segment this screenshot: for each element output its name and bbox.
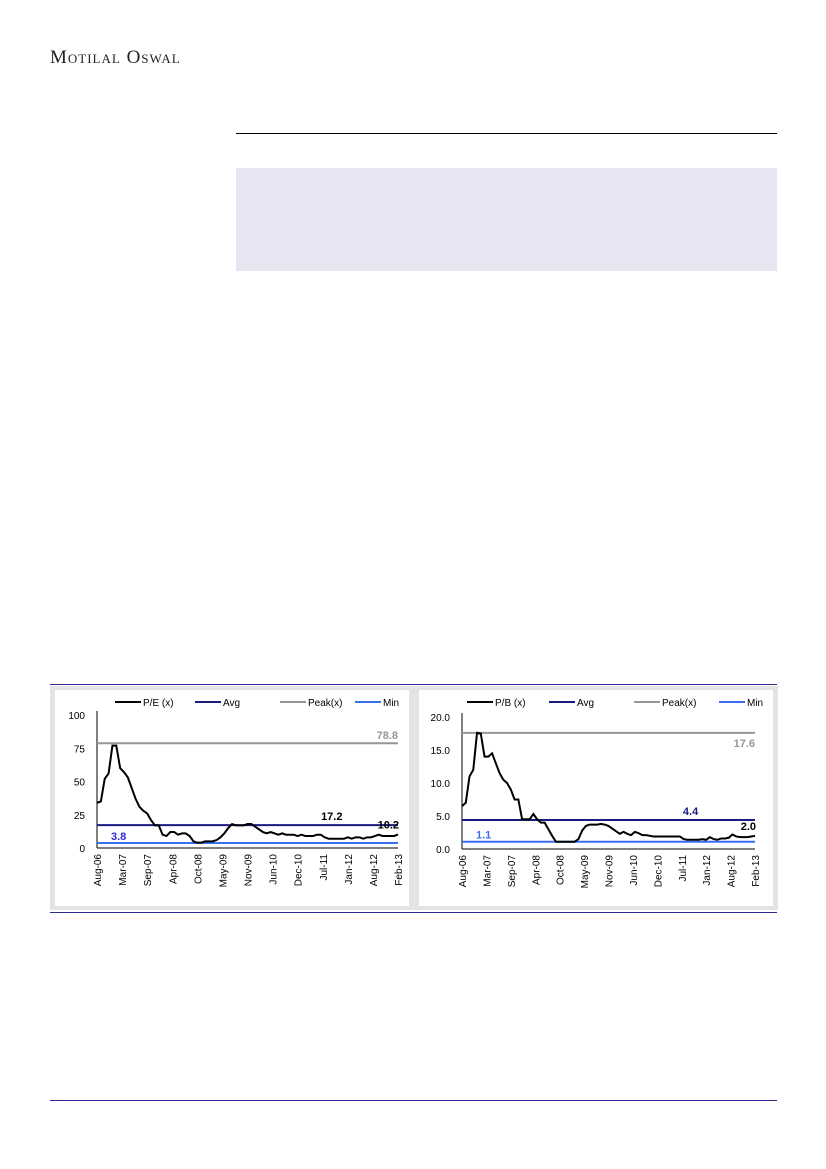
x-tick-label: Apr-08 — [531, 855, 542, 885]
y-tick-label: 75 — [74, 744, 86, 755]
footer-rule — [50, 1100, 777, 1101]
x-tick-label: Jul-11 — [319, 854, 330, 881]
x-tick-label: Jan-12 — [344, 854, 355, 885]
x-tick-label: Sep-07 — [143, 854, 154, 887]
x-tick-label: Jun-10 — [629, 855, 640, 886]
y-tick-label: 10.0 — [431, 779, 451, 790]
x-tick-label: Nov-09 — [605, 855, 616, 888]
series-line — [96, 744, 399, 844]
x-tick-label: May-09 — [218, 854, 229, 888]
y-tick-label: 0.0 — [436, 845, 450, 856]
x-tick-label: Feb-13 — [751, 855, 762, 887]
min-label: 1.1 — [476, 830, 491, 842]
x-tick-label: Aug-06 — [93, 854, 104, 887]
min-label: 3.8 — [111, 831, 126, 843]
x-tick-label: Nov-09 — [244, 854, 255, 887]
legend-label: Peak(x) — [308, 698, 342, 709]
pe-chart: P/E (x) Avg Peak(x) Min 0 25 50 75 100 Aug-06 Mar-… — [55, 690, 409, 906]
x-tick-label: Dec-10 — [294, 854, 305, 887]
legend-label: P/E (x) — [143, 698, 174, 709]
section-divider — [236, 133, 777, 134]
chart-top-rule — [50, 684, 777, 685]
y-tick-label: 15.0 — [431, 746, 451, 757]
legend-label: Peak(x) — [662, 698, 696, 709]
x-tick-label: May-09 — [580, 855, 591, 889]
chart-bottom-rule — [50, 912, 777, 913]
legend-label: Avg — [223, 698, 240, 709]
legend-label: P/B (x) — [495, 698, 526, 709]
peak-label: 17.6 — [734, 738, 755, 750]
pe-chart-panel: P/E (x) Avg Peak(x) Min 0 25 50 75 100 Aug-06 Mar-… — [50, 686, 414, 910]
x-tick-label: Oct-08 — [556, 855, 567, 885]
series-line — [461, 731, 756, 843]
legend-label: Avg — [577, 698, 594, 709]
x-tick-label: Jan-12 — [702, 855, 713, 886]
x-tick-label: Feb-13 — [394, 854, 405, 886]
x-tick-label: Mar-07 — [482, 855, 493, 887]
y-tick-label: 0 — [79, 844, 85, 855]
y-tick-label: 20.0 — [431, 713, 451, 724]
peak-label: 78.8 — [377, 730, 398, 742]
avg-label: 17.2 — [321, 811, 342, 823]
legend-label: Min — [747, 698, 763, 709]
x-tick-label: Aug-06 — [458, 855, 469, 888]
x-tick-label: Jun-10 — [269, 854, 280, 885]
pb-chart: P/B (x) Avg Peak(x) Min 0.0 5.0 10.0 15.0 20.0 Au… — [419, 690, 773, 906]
x-tick-label: Dec-10 — [653, 855, 664, 888]
y-tick-label: 25 — [74, 811, 86, 822]
legend-label: Min — [383, 698, 399, 709]
pb-chart-panel: P/B (x) Avg Peak(x) Min 0.0 5.0 10.0 15.0 20.0 Au… — [414, 686, 778, 910]
x-tick-label: Oct-08 — [193, 854, 204, 884]
x-tick-label: Apr-08 — [168, 854, 179, 884]
last-value-label: 10.2 — [378, 819, 399, 831]
x-tick-label: Sep-07 — [507, 855, 518, 888]
y-tick-label: 100 — [68, 711, 85, 722]
avg-label: 4.4 — [683, 806, 699, 818]
x-tick-label: Aug-12 — [727, 855, 738, 888]
x-tick-label: Mar-07 — [118, 854, 129, 886]
x-tick-label: Aug-12 — [369, 854, 380, 887]
highlight-box — [236, 168, 777, 271]
company-logo: Motilal Oswal — [50, 47, 181, 68]
y-tick-label: 5.0 — [436, 812, 450, 823]
last-value-label: 2.0 — [741, 821, 756, 833]
x-tick-label: Jul-11 — [678, 855, 689, 882]
y-tick-label: 50 — [74, 778, 86, 789]
